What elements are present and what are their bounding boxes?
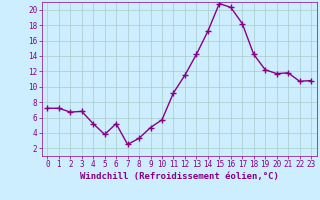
X-axis label: Windchill (Refroidissement éolien,°C): Windchill (Refroidissement éolien,°C) (80, 172, 279, 181)
